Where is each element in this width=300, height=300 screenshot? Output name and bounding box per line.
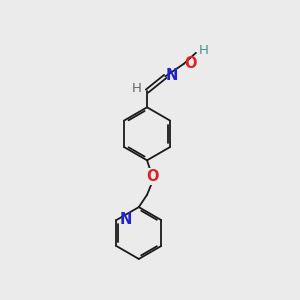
Text: H: H [132,82,142,95]
Text: H: H [199,44,209,57]
Text: O: O [146,169,159,184]
Text: N: N [120,212,132,227]
Text: N: N [166,68,178,83]
Text: O: O [184,56,197,70]
